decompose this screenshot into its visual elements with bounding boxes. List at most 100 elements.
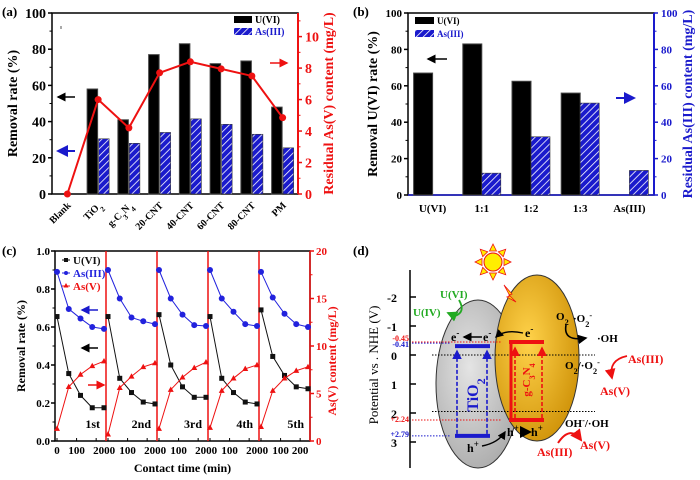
- point-u6: [168, 362, 174, 368]
- sun-ray: [488, 272, 498, 281]
- point-as3: [140, 318, 147, 325]
- y-axis-label: Removal U(VI) rate (%): [366, 31, 381, 177]
- o2-couple-label: O2/·O2-: [565, 358, 600, 376]
- y-right-tick-label: 5: [316, 389, 322, 401]
- point-as3: [258, 268, 264, 275]
- y-right-axis-label: Residual As(V) content (mg/L): [322, 12, 337, 195]
- legend-swatch-u6: [415, 17, 434, 24]
- point-as3: [167, 295, 174, 302]
- y-right-tick-label: 10: [316, 341, 328, 353]
- as3-label-bottom: As(III): [537, 445, 572, 459]
- point-as3: [293, 321, 300, 328]
- bar-as3: [98, 138, 110, 195]
- point-as5: [179, 374, 186, 380]
- y-tick-label: 1.0: [36, 246, 50, 258]
- point-as3: [77, 315, 84, 322]
- y-tick-label: 60: [391, 81, 403, 93]
- point-as5: [281, 375, 288, 381]
- legend-swatch-as3: [415, 30, 434, 37]
- legend-label: As(III): [73, 268, 106, 280]
- x-axis-label: Contact time (min): [134, 461, 231, 475]
- point-as3: [281, 310, 288, 317]
- point-u6: [152, 401, 158, 407]
- point-as5: [293, 367, 300, 373]
- point-as5: [203, 358, 209, 365]
- point-u6: [219, 375, 225, 381]
- point-as5: [217, 65, 225, 73]
- cycle-label: 3rd: [184, 417, 202, 431]
- point-u6: [207, 314, 213, 320]
- line-as5: [66, 60, 284, 195]
- y-tick-label: 40: [391, 117, 403, 129]
- point-u6: [254, 401, 260, 407]
- legend-label-as3: As(III): [437, 29, 464, 39]
- point-as5: [65, 383, 72, 390]
- sun-ray: [488, 243, 498, 252]
- point-as3: [218, 295, 225, 302]
- y-tick-label: 2: [391, 407, 397, 421]
- point-as5: [94, 96, 102, 104]
- x-tick-label: 100: [119, 445, 136, 457]
- band-level-label: +2.79: [390, 430, 409, 439]
- point-as3: [230, 308, 237, 315]
- bar-u6: [86, 88, 99, 195]
- y-right-tick-label: 15: [316, 294, 328, 306]
- point-u6: [180, 384, 185, 390]
- x-tick-label: 2000: [93, 445, 116, 457]
- point-as5: [230, 375, 237, 381]
- arrow-hole-curve: [481, 430, 506, 447]
- point-as5: [128, 373, 135, 379]
- chart-a: 0 20 40 60 80 100 0 2 4 6 8 10 Removal rate (%) Resid…: [6, 7, 337, 232]
- line-circle: [260, 271, 309, 328]
- oh-couple-label: OH-/·OH: [565, 416, 609, 431]
- sun-ray: [503, 257, 512, 267]
- point-as5: [167, 386, 174, 392]
- bar-as3: [629, 170, 649, 196]
- y-right-tick-label: 2: [305, 157, 312, 172]
- panel-label-c: (c): [2, 243, 16, 258]
- sun-icon: [483, 252, 503, 272]
- cycle-label: 5th: [287, 417, 304, 431]
- as5-label-bottom: As(V): [580, 438, 610, 452]
- x-tick-label: 40-CNT: [164, 200, 196, 232]
- point-as3: [89, 324, 96, 330]
- y-tick-label: 0.4: [36, 360, 50, 372]
- y-tick-label: 0.6: [36, 322, 50, 334]
- x-tick-label: U(VI): [419, 203, 447, 215]
- legend-label-as3: As(III): [255, 27, 284, 38]
- point-u6: [117, 375, 123, 381]
- bar-u6: [117, 119, 129, 195]
- superoxide-label: ·O2-: [573, 311, 592, 329]
- point-u6: [305, 386, 311, 392]
- electron-tio2: e-: [451, 328, 459, 344]
- x-tick-label: 200: [292, 445, 309, 457]
- hole-tio2: h+: [467, 439, 479, 455]
- tio2-label: TiO2: [465, 378, 488, 411]
- point-u6: [293, 384, 299, 390]
- y-tick-label: 0.2: [36, 398, 50, 410]
- point-as3: [116, 295, 123, 302]
- bar-as3: [481, 172, 502, 196]
- bar-u6: [178, 43, 191, 195]
- point-u6: [156, 312, 162, 318]
- x-tick-label: 60-CNT: [195, 200, 227, 232]
- y-right-tick-label: 20: [661, 154, 673, 166]
- point-as5: [191, 364, 198, 371]
- bar-u6: [413, 72, 434, 196]
- x-tick-label: TiO2: [82, 200, 107, 225]
- y-tick-label: 1: [391, 378, 397, 392]
- y-axis-label: Removal rate (%): [14, 300, 28, 392]
- point-as5: [156, 425, 162, 431]
- x-tick-label: 80-CNT: [226, 200, 258, 232]
- legend-marker: [64, 258, 68, 262]
- legend-label: U(VI): [73, 255, 101, 267]
- lightning-icon: [503, 284, 517, 303]
- x-tick-label: 2000: [144, 445, 167, 457]
- legend-marker: [63, 283, 69, 288]
- point-as3: [207, 267, 213, 273]
- point-u6: [242, 399, 248, 405]
- legend-marker: [64, 271, 68, 275]
- point-u6: [66, 371, 72, 377]
- sun-ray: [479, 248, 489, 258]
- y-tick-label: -1: [387, 320, 397, 334]
